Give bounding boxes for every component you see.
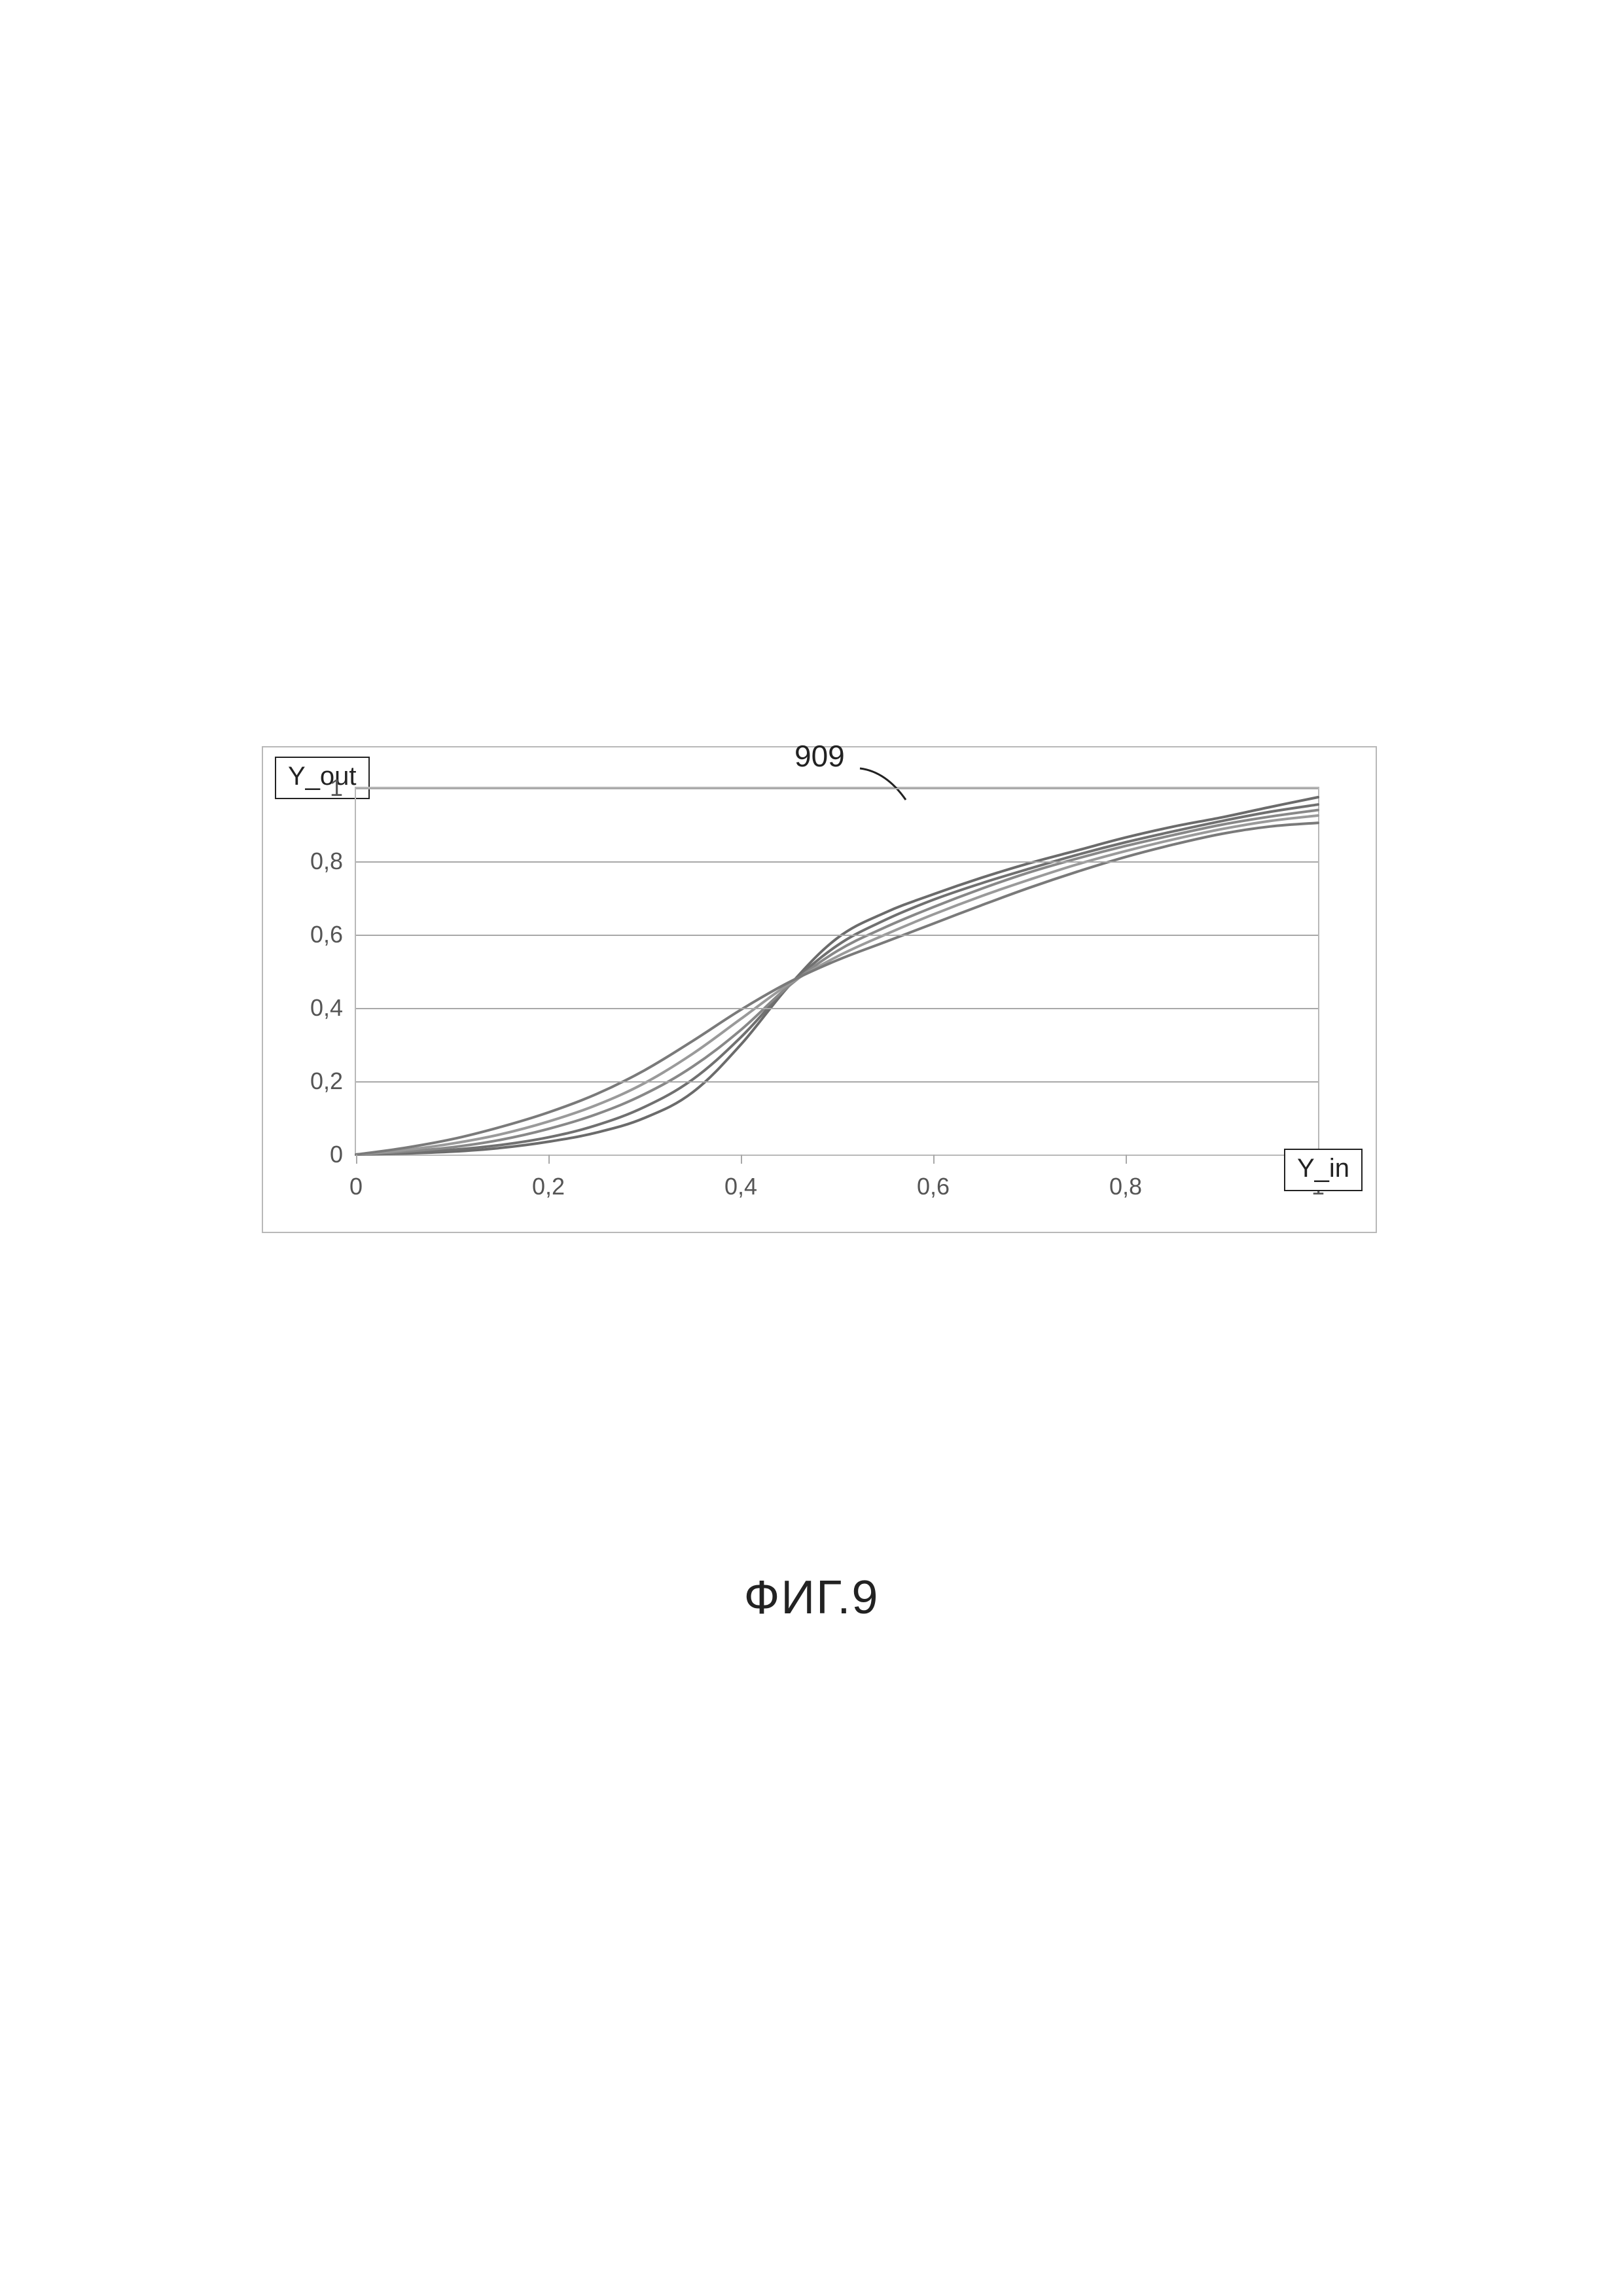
x-tick-mark: [1126, 1155, 1127, 1164]
y-tick-label: 1: [330, 774, 343, 802]
page: Y_out 909 00,20,40,60,8100,20,40,60,81 Y…: [0, 0, 1623, 2296]
annotation-909: 909: [794, 738, 845, 774]
gridline: [356, 861, 1318, 863]
x-tick-label: 0,6: [917, 1173, 950, 1200]
chart-frame: Y_out 909 00,20,40,60,8100,20,40,60,81 Y…: [262, 746, 1377, 1233]
series-line: [356, 797, 1318, 1155]
x-tick-label: 0,8: [1109, 1173, 1142, 1200]
x-tick-mark: [548, 1155, 550, 1164]
x-tick-mark: [933, 1155, 935, 1164]
plot-area: 909 00,20,40,60,8100,20,40,60,81: [355, 787, 1319, 1156]
y-tick-label: 0,8: [310, 848, 343, 875]
gridline: [356, 1008, 1318, 1009]
x-tick-label: 0,2: [532, 1173, 565, 1200]
x-tick-label: 0: [349, 1173, 363, 1200]
x-axis-label-box: Y_in: [1284, 1149, 1363, 1191]
gridline: [356, 935, 1318, 936]
chart-container: Y_out 909 00,20,40,60,8100,20,40,60,81 Y…: [262, 746, 1374, 1233]
x-tick-mark: [741, 1155, 742, 1164]
gridline: [356, 788, 1318, 789]
x-tick-label: 0,4: [724, 1173, 757, 1200]
series-line: [356, 823, 1318, 1155]
y-tick-label: 0,4: [310, 994, 343, 1022]
series-line: [356, 816, 1318, 1155]
curves-svg: [356, 788, 1318, 1155]
y-tick-label: 0: [330, 1141, 343, 1168]
x-tick-mark: [356, 1155, 357, 1164]
figure-caption: ФИГ.9: [0, 1571, 1623, 1624]
annotation-leader-line: [860, 768, 912, 801]
y-tick-label: 0,2: [310, 1067, 343, 1095]
gridline: [356, 1081, 1318, 1083]
series-line: [356, 804, 1318, 1155]
y-tick-label: 0,6: [310, 921, 343, 948]
